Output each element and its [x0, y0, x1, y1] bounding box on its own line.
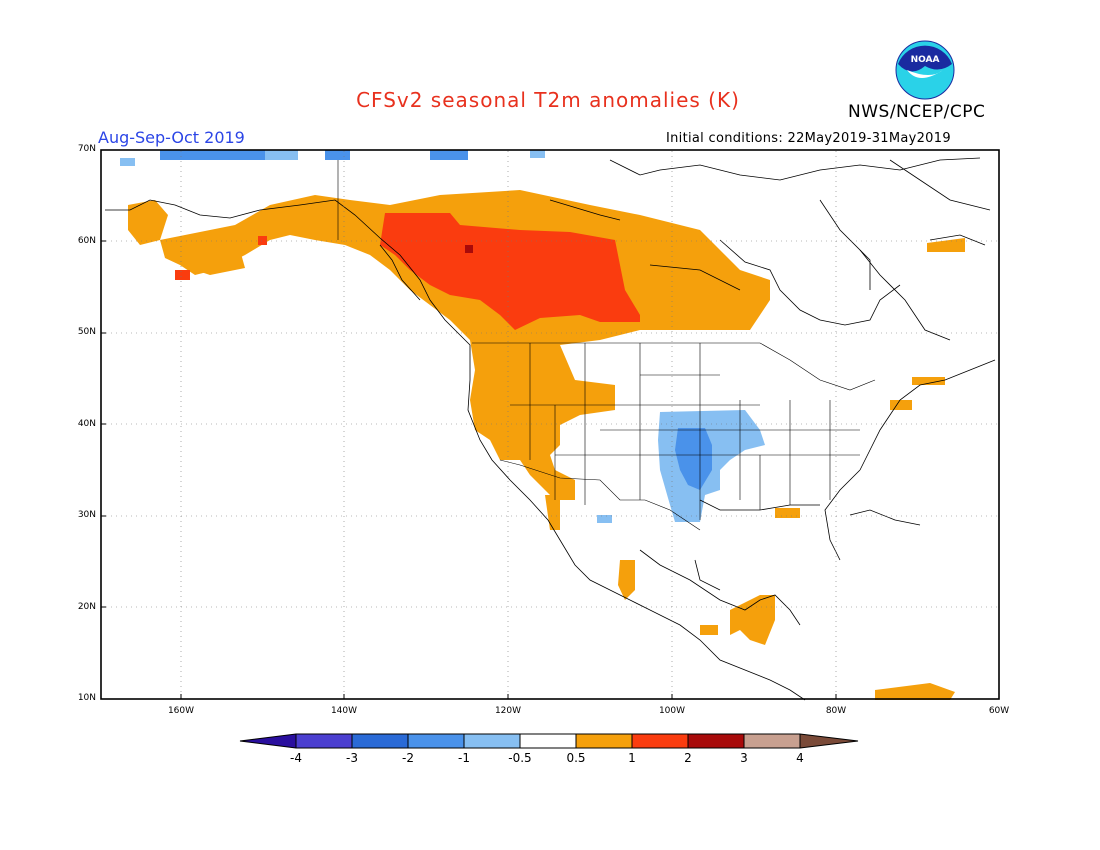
warm-anomaly-labrador [927, 238, 965, 252]
colorbar-label: -4 [290, 751, 302, 765]
coastlines [105, 157, 996, 701]
colorbar-label: 0.5 [566, 751, 586, 765]
season-label: Aug-Sep-Oct 2019 [98, 128, 245, 147]
lon-label: 80W [825, 706, 847, 716]
warm-anomaly-baja [545, 495, 560, 530]
colorbar-bin [632, 734, 688, 748]
political-borders [337, 160, 876, 531]
lat-label: 70N [77, 144, 96, 154]
cold-mid-anomaly-central-us [675, 428, 712, 490]
initial-conditions-label: Initial conditions: 22May2019-31May2019 [666, 131, 951, 146]
colorbar-bin [576, 734, 632, 748]
lat-label: 40N [77, 419, 96, 429]
warm-anomaly-caribbean [875, 683, 955, 700]
colorbar-bin [744, 734, 800, 748]
organization-label: NWS/NCEP/CPC [848, 102, 986, 122]
colorbar-bin [352, 734, 408, 748]
anomaly-fields [120, 150, 965, 700]
lat-label: 10N [77, 693, 96, 703]
map-title: CFSv2 seasonal T2m anomalies (K) [356, 88, 740, 112]
warm-anomaly-mexico [618, 560, 635, 600]
cold-anomaly-arctic-6 [530, 150, 545, 158]
colorbar-label: -2 [402, 751, 414, 765]
lat-label: 20N [77, 602, 96, 612]
warm-mid-anomaly-region [380, 213, 640, 330]
noaa-logo: NOAA [895, 40, 955, 100]
cold-anomaly-mexico [597, 515, 612, 523]
colorbar-label: 3 [740, 751, 748, 765]
colorbar-label: -0.5 [508, 751, 532, 765]
warm-anomaly-alaska-west [128, 200, 168, 245]
colorbar [239, 733, 859, 749]
colorbar-label: -3 [346, 751, 358, 765]
logo-text: NOAA [911, 55, 940, 65]
cold-anomaly-arctic-1 [160, 150, 265, 160]
graticule [101, 151, 999, 698]
lat-label: 60N [77, 236, 96, 246]
warm-anomaly-yucatan [700, 625, 718, 635]
colorbar-bin [408, 734, 464, 748]
colorbar-arrow-right [800, 734, 858, 748]
colorbar-bin [688, 734, 744, 748]
lon-label: 140W [330, 706, 358, 716]
colorbar-bin [464, 734, 520, 748]
colorbar-bin [296, 734, 352, 748]
warm-anomaly-maine [890, 400, 912, 410]
lon-label: 60W [988, 706, 1010, 716]
warm-mid-anomaly-spot [175, 270, 190, 280]
colorbar-label: 4 [796, 751, 804, 765]
cold-anomaly-arctic-2 [265, 150, 298, 160]
axis-ticks [101, 240, 837, 699]
lon-label: 100W [658, 706, 686, 716]
lat-label: 50N [77, 327, 96, 337]
warm-anomaly-central-america [730, 595, 775, 645]
warm-anomaly-alaska-south [195, 250, 245, 275]
colorbar-label: -1 [458, 751, 470, 765]
cold-anomaly-arctic-4 [430, 150, 468, 160]
colorbar-arrow-left [240, 734, 296, 748]
colorbar-label: 2 [684, 751, 692, 765]
colorbar-bin [520, 734, 576, 748]
cold-anomaly-arctic-3 [325, 150, 350, 160]
warm-mid-anomaly-spot2 [258, 236, 267, 245]
lon-label: 160W [167, 706, 195, 716]
warm-anomaly-newfoundland [912, 377, 945, 385]
warm-strong-anomaly-cell [465, 245, 473, 253]
warm-anomaly-gulf [775, 508, 800, 518]
colorbar-label: 1 [628, 751, 636, 765]
lat-label: 30N [77, 510, 96, 520]
lon-label: 120W [494, 706, 522, 716]
cold-anomaly-arctic-5 [120, 158, 135, 166]
